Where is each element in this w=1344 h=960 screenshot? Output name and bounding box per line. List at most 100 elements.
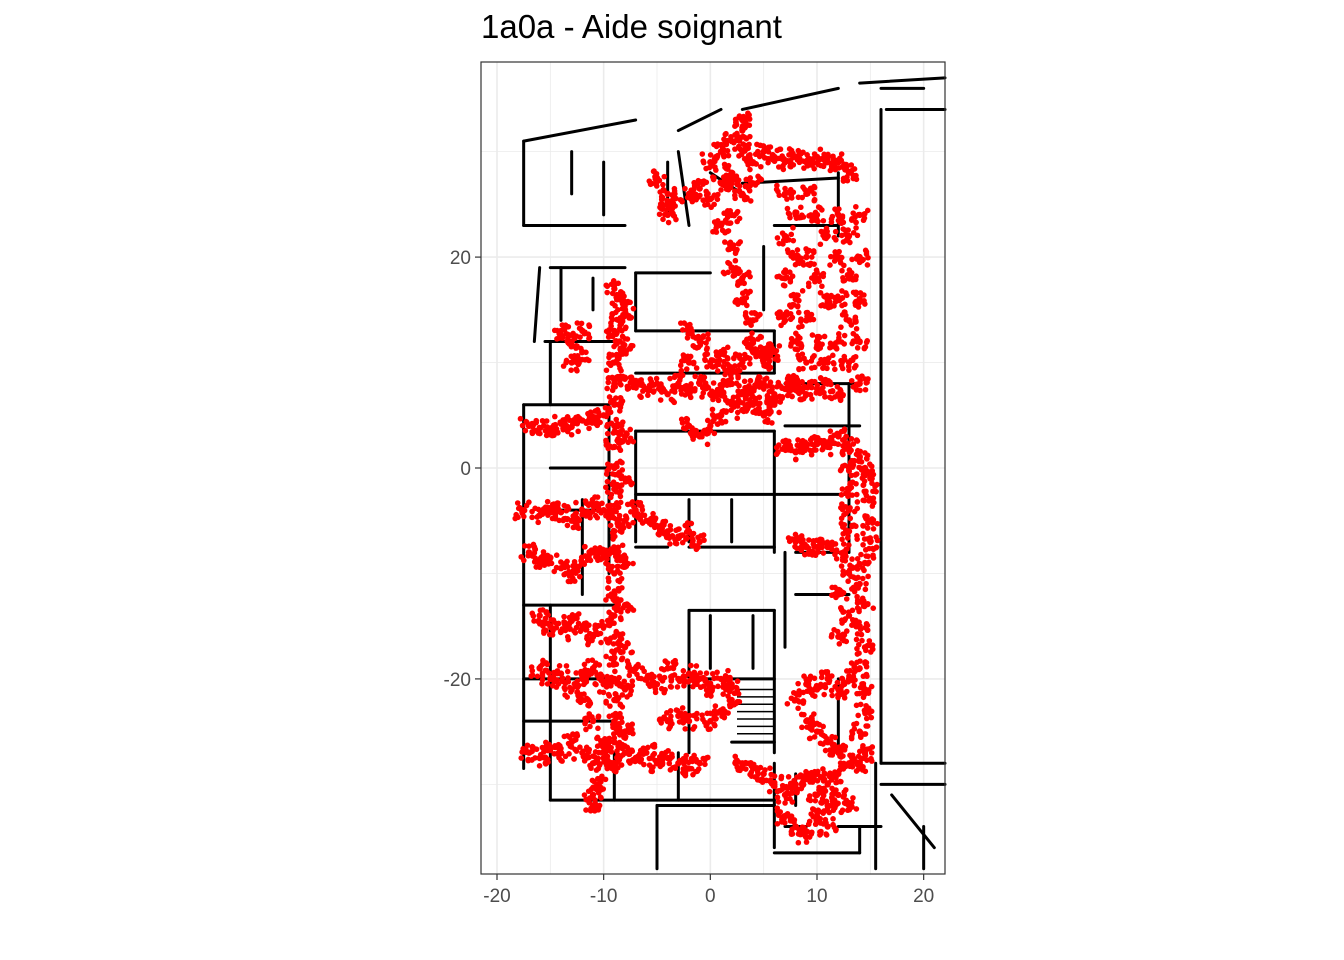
data-point (855, 753, 862, 760)
data-point (839, 551, 846, 557)
data-point (848, 660, 855, 666)
data-point (834, 430, 841, 437)
data-point (704, 721, 710, 727)
data-point (824, 228, 830, 235)
data-point (795, 309, 802, 316)
data-point (590, 784, 596, 791)
data-point (664, 660, 671, 666)
data-point (774, 820, 781, 827)
data-point (841, 353, 848, 360)
data-point (824, 736, 830, 742)
data-point (725, 667, 731, 674)
data-point (789, 393, 795, 400)
data-point (767, 379, 774, 386)
data-point (577, 699, 584, 706)
data-point (681, 769, 687, 776)
data-point (790, 237, 797, 244)
data-point (702, 357, 709, 364)
data-point (771, 783, 778, 790)
data-point (755, 148, 761, 155)
data-point (748, 310, 755, 316)
data-point (673, 383, 680, 390)
data-point (721, 270, 728, 277)
data-point (564, 516, 570, 523)
data-point (576, 359, 582, 365)
data-point (784, 247, 791, 253)
data-point (707, 152, 714, 158)
data-point (582, 509, 589, 515)
data-point (819, 800, 825, 806)
data-point (681, 357, 688, 364)
data-point (550, 627, 556, 634)
data-point (781, 155, 787, 162)
data-point (665, 219, 672, 226)
data-point (552, 515, 559, 522)
data-point (574, 689, 580, 696)
data-point (849, 728, 855, 735)
data-point (808, 378, 815, 385)
data-point (705, 331, 711, 337)
data-point (688, 662, 694, 669)
data-point (626, 751, 632, 758)
data-point (830, 360, 837, 366)
data-point (817, 829, 823, 835)
data-point (746, 122, 753, 129)
data-point (583, 755, 589, 762)
data-point (542, 627, 548, 633)
data-point (734, 678, 741, 685)
data-point (684, 335, 691, 341)
data-point (747, 288, 753, 295)
data-point (841, 789, 848, 795)
data-point (700, 429, 706, 435)
data-point (852, 302, 859, 308)
data-point (573, 670, 580, 676)
data-point (830, 749, 836, 756)
data-point (623, 514, 630, 520)
data-point (746, 116, 753, 122)
data-point (874, 520, 881, 527)
data-point (758, 163, 764, 170)
data-point (671, 399, 678, 406)
data-point (630, 560, 636, 567)
data-point (820, 741, 826, 747)
data-point (800, 395, 807, 402)
data-point (583, 715, 590, 722)
data-point (549, 501, 556, 508)
wall-segment (522, 118, 638, 143)
data-point (578, 691, 585, 698)
data-point (680, 719, 687, 726)
data-point (581, 661, 588, 668)
data-point (709, 670, 716, 677)
data-point (685, 520, 692, 527)
data-point (540, 422, 547, 429)
data-point (742, 355, 748, 362)
data-point (571, 756, 577, 762)
data-point (682, 726, 689, 732)
data-point (829, 388, 836, 395)
data-point (573, 748, 580, 754)
data-point (731, 404, 737, 410)
data-point (844, 446, 851, 452)
data-point (519, 510, 525, 517)
data-point (815, 768, 821, 775)
data-point (861, 598, 867, 604)
data-point (746, 112, 752, 118)
data-point (832, 551, 838, 558)
data-point (697, 684, 704, 691)
data-point (682, 185, 688, 192)
data-point (865, 254, 871, 261)
data-point (773, 451, 780, 458)
data-point (838, 492, 845, 498)
data-point (535, 519, 541, 526)
data-point (862, 547, 869, 553)
data-point (785, 447, 792, 453)
data-point (828, 687, 835, 694)
data-point (725, 228, 732, 234)
data-point (548, 616, 555, 623)
data-point (865, 573, 871, 580)
data-point (861, 298, 867, 304)
data-point (666, 725, 672, 732)
data-point (838, 151, 845, 157)
data-point (699, 712, 705, 718)
data-point (825, 151, 831, 158)
